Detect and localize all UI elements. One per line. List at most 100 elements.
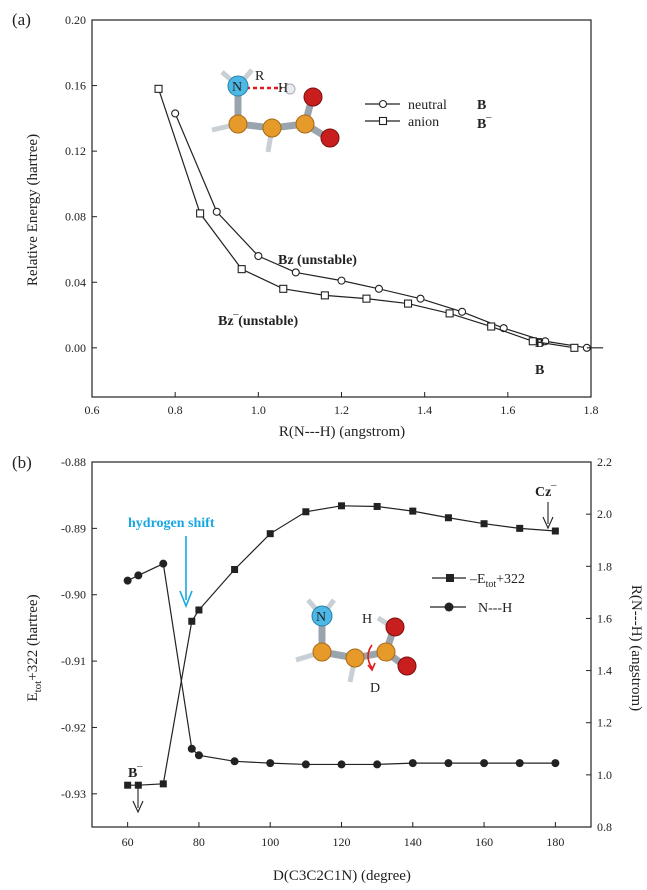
point-neutral — [255, 253, 262, 260]
panel-b-label: (b) — [12, 453, 32, 472]
b-xtick-label: 120 — [333, 835, 351, 849]
point-b-0 — [445, 514, 452, 521]
legend-anion-label: anion — [408, 115, 439, 130]
b-y2tick-label: 1.4 — [597, 664, 612, 678]
panel-b-ylabel-main: E — [25, 692, 41, 701]
panel-a-frame — [92, 20, 591, 397]
annotation-b-anion-b: B‾ — [128, 765, 143, 781]
a-xtick-label: 1.6 — [500, 403, 515, 417]
point-anion — [363, 295, 370, 302]
legend-anion-bold: B‾ — [477, 116, 492, 132]
b-xtick-label: 160 — [475, 835, 493, 849]
b-y2tick-label: 1.2 — [597, 716, 612, 730]
point-b-0 — [374, 503, 381, 510]
point-neutral — [292, 269, 299, 276]
panel-a-legend: neutral B anion B‾ — [365, 98, 492, 132]
annotation-b-neutral: B — [535, 336, 544, 351]
point-neutral — [459, 308, 466, 315]
point-anion — [405, 300, 412, 307]
point-anion — [197, 210, 204, 217]
point-b-1 — [551, 759, 559, 767]
annotation-bz-anion-unstable: Bz‾(unstable) — [218, 313, 298, 329]
point-b-0 — [409, 508, 416, 515]
a-xtick-label: 1.2 — [334, 403, 349, 417]
point-b-0 — [302, 508, 309, 515]
b-ytick-label: -0.93 — [61, 787, 86, 801]
b-xtick-label: 60 — [122, 835, 134, 849]
point-anion — [488, 323, 495, 330]
b-y2tick-label: 2.2 — [597, 455, 612, 469]
point-anion — [321, 292, 328, 299]
molecule-a-r-label: R — [255, 69, 265, 84]
point-neutral — [417, 295, 424, 302]
legend-etot-label: –Etot+322 — [469, 572, 525, 590]
point-b-1 — [373, 760, 381, 768]
panel-b-xlabel: D(C3C2C1N) (degree) — [273, 868, 411, 884]
a-xtick-label: 0.8 — [168, 403, 183, 417]
panel-a-ylabel: Relative Energy (hartree) — [25, 134, 41, 286]
b-ytick-label: -0.91 — [61, 654, 86, 668]
legend-etot-marker — [446, 574, 454, 582]
point-b-1 — [444, 759, 452, 767]
point-b-0 — [552, 528, 559, 535]
b-y2tick-label: 0.8 — [597, 820, 612, 834]
annotation-bz-unstable: Bz (unstable) — [278, 253, 357, 268]
point-b-0 — [231, 566, 238, 573]
panel-b-series — [124, 502, 560, 788]
point-b-1 — [124, 577, 132, 585]
molecule-b-icon — [296, 600, 416, 682]
panel-a-xlabel: R(N---H) (angstrom) — [279, 424, 405, 440]
a-xtick-label: 0.6 — [85, 403, 100, 417]
point-b-0 — [195, 606, 202, 613]
point-neutral — [375, 285, 382, 292]
point-anion — [238, 266, 245, 273]
point-anion — [155, 85, 162, 92]
panel-a: (a) 0.60.81.01.21.41.61.80.000.040.080.1… — [12, 10, 603, 440]
point-b-1 — [195, 751, 203, 759]
point-b-1 — [302, 760, 310, 768]
point-b-0 — [124, 782, 131, 789]
point-b-1 — [231, 757, 239, 765]
legend-etot-rest: +322 — [496, 572, 525, 587]
legend-neutral-bold: B — [477, 98, 486, 113]
legend-nh-label: N---H — [478, 601, 512, 616]
panel-b-ylabel-sub: tot — [32, 681, 44, 693]
point-b-0 — [481, 520, 488, 527]
annotation-cz-anion: Cz‾ — [535, 484, 557, 500]
panel-a-label: (a) — [12, 10, 31, 29]
molecule-a-h-label: H — [278, 81, 288, 96]
panel-a-ticks: 0.60.81.01.21.41.61.80.000.040.080.120.1… — [65, 13, 599, 417]
point-anion — [280, 285, 287, 292]
a-ytick-label: 0.00 — [65, 341, 86, 355]
b-ytick-label: -0.88 — [61, 455, 86, 469]
legend-etot-main: E — [477, 572, 486, 587]
b-y2tick-label: 1.0 — [597, 768, 612, 782]
point-b-0 — [160, 780, 167, 787]
a-ytick-label: 0.04 — [65, 275, 86, 289]
b-ytick-label: -0.90 — [61, 588, 86, 602]
point-b-0 — [516, 525, 523, 532]
annotation-hydrogen-shift: hydrogen shift — [128, 516, 215, 531]
point-b-1 — [338, 760, 346, 768]
legend-anion-marker — [380, 118, 387, 125]
b-y2tick-label: 1.6 — [597, 611, 612, 625]
point-neutral — [172, 110, 179, 117]
point-b-1 — [159, 560, 167, 568]
molecule-a-n-label: N — [232, 80, 242, 95]
series-b-1-line — [128, 564, 556, 765]
b-ytick-label: -0.89 — [61, 521, 86, 535]
b-y2tick-label: 1.8 — [597, 559, 612, 573]
point-anion — [571, 344, 578, 351]
a-xtick-label: 1.0 — [251, 403, 266, 417]
a-xtick-label: 1.4 — [417, 403, 432, 417]
point-b-0 — [267, 530, 274, 537]
a-ytick-label: 0.08 — [65, 210, 86, 224]
point-b-1 — [188, 745, 196, 753]
panel-b-ylabel: Etot+322 (hartree) — [25, 594, 44, 701]
point-neutral — [213, 208, 220, 215]
b-xtick-label: 140 — [404, 835, 422, 849]
point-b-1 — [409, 759, 417, 767]
a-xtick-label: 1.8 — [584, 403, 599, 417]
panel-b-y2label: R(N---H) (angstrom) — [628, 585, 644, 711]
